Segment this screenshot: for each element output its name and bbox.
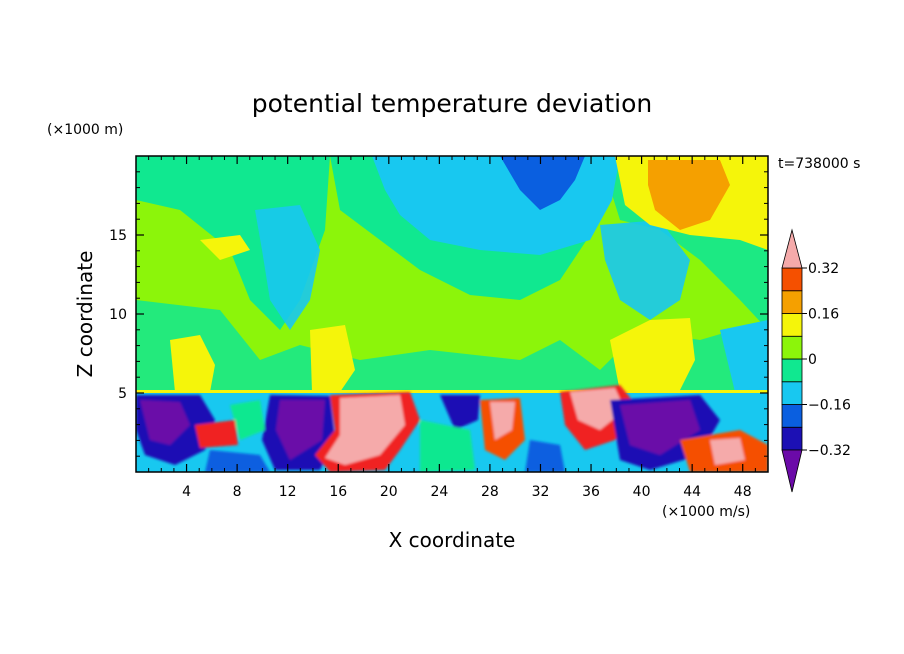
field-cold-blob-mid — [440, 395, 480, 430]
field-inversion-line — [136, 390, 768, 394]
colorbar: 0.32 0.16 0 −0.16 −0.32 — [781, 228, 851, 493]
colorbar-segment — [781, 335, 803, 360]
field-cold-patch-right — [600, 220, 690, 320]
x-tick-label: 48 — [734, 484, 752, 500]
field-cold-core — [500, 156, 585, 210]
field-cold-blob-left-core — [140, 400, 190, 445]
x-tick-label: 36 — [582, 484, 600, 500]
field-warm-blob-right-core — [570, 388, 625, 430]
colorbar-segment — [781, 313, 803, 337]
colorbar-segment — [781, 290, 803, 314]
x-tick-label: 8 — [233, 484, 242, 500]
field-warm-fleck-upper-left — [200, 235, 250, 260]
colorbar-segment — [781, 381, 803, 405]
x-tick-label: 24 — [430, 484, 448, 500]
field-warm-blob-center-core — [325, 395, 405, 465]
colorbar-tick-label: 0 — [808, 352, 817, 368]
field-cold-blob-bottom-right — [525, 440, 565, 472]
field-warm-blob-mid-core — [490, 402, 515, 440]
x-tick-label: 28 — [481, 484, 499, 500]
field-cold-patch-edge — [720, 320, 768, 392]
field-lower-blobs — [136, 385, 768, 472]
field-neutral-blob-mid — [420, 420, 475, 472]
colorbar-segment — [781, 267, 803, 292]
x-tick-label: 16 — [329, 484, 347, 500]
y-tick-label: 15 — [109, 228, 127, 244]
field-cold-blob-bottom-left — [205, 450, 270, 472]
x-ticks: 4 8 12 16 20 24 28 32 36 40 44 48 — [148, 156, 756, 500]
colorbar-extend-top — [781, 228, 803, 269]
x-unit-label: (×1000 m/s) — [662, 504, 750, 520]
y-ticks: 5 10 15 — [109, 171, 768, 457]
field-warm-patch-left — [170, 335, 215, 392]
colorbar-tick-label: 0.16 — [808, 307, 839, 323]
colorbar-tick-label: 0.32 — [808, 261, 839, 277]
time-label: t=738000 s — [778, 156, 860, 172]
y-unit-label: (×1000 m) — [47, 122, 123, 138]
field-warm-blob-small-left — [195, 420, 238, 448]
field-cold-blob-right-core — [620, 400, 700, 455]
field-neutral-blob-left — [230, 400, 265, 440]
field-warm-patch-lower-right — [610, 318, 695, 392]
y-tick-label: 10 — [109, 307, 127, 323]
field-cold-blob-center-left-core — [276, 400, 325, 460]
field-warm-core-right — [648, 160, 730, 230]
colorbar-segment — [781, 426, 803, 451]
colorbar-segment — [781, 404, 803, 428]
field-warm-blob-far-right-core — [710, 438, 745, 465]
field-neutral-lower — [136, 300, 768, 392]
colorbar-segment — [781, 358, 803, 383]
chart-title: potential temperature deviation — [252, 89, 652, 118]
x-tick-label: 12 — [279, 484, 297, 500]
contour-field — [136, 156, 768, 472]
colorbar-tick-label: −0.16 — [808, 398, 851, 414]
x-axis-label: X coordinate — [389, 528, 516, 552]
x-tick-label: 4 — [182, 484, 191, 500]
y-axis-label: Z coordinate — [73, 251, 97, 378]
x-tick-label: 32 — [532, 484, 550, 500]
x-tick-label: 20 — [380, 484, 398, 500]
colorbar-tick-label: −0.32 — [808, 443, 851, 459]
field-cold-patch-left — [255, 205, 320, 330]
x-tick-label: 40 — [633, 484, 651, 500]
y-tick-label: 5 — [118, 386, 127, 402]
field-warm-patch-mid — [310, 325, 355, 392]
colorbar-extend-bottom — [781, 449, 803, 493]
x-tick-label: 44 — [683, 484, 701, 500]
